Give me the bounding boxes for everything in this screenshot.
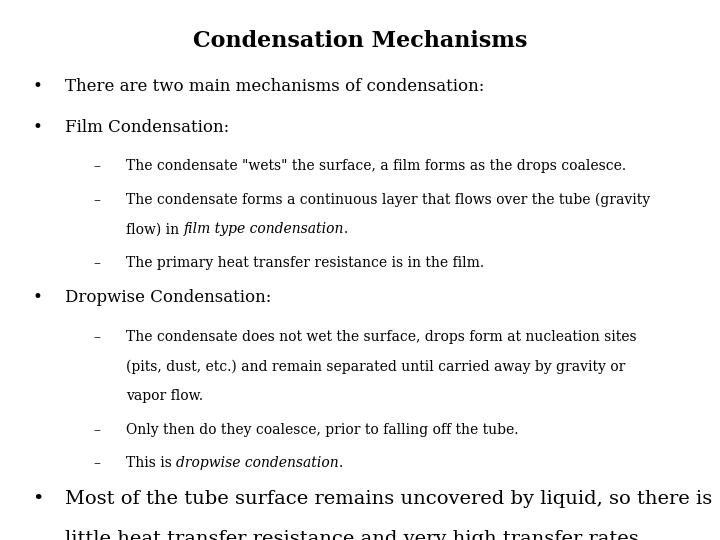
Text: –: – [94,159,101,173]
Text: Most of the tube surface remains uncovered by liquid, so there is: Most of the tube surface remains uncover… [65,490,712,508]
Text: flow) in: flow) in [126,222,184,237]
Text: .: . [339,456,343,470]
Text: dropwise condensation: dropwise condensation [176,456,339,470]
Text: •: • [32,490,44,508]
Text: (pits, dust, etc.) and remain separated until carried away by gravity or: (pits, dust, etc.) and remain separated … [126,360,626,374]
Text: The condensate "wets" the surface, a film forms as the drops coalesce.: The condensate "wets" the surface, a fil… [126,159,626,173]
Text: –: – [94,456,101,470]
Text: Film Condensation:: Film Condensation: [65,119,229,136]
Text: –: – [94,330,101,344]
Text: little heat transfer resistance and very high transfer rates.: little heat transfer resistance and very… [65,530,645,540]
Text: The condensate does not wet the surface, drops form at nucleation sites: The condensate does not wet the surface,… [126,330,636,344]
Text: •: • [32,119,42,136]
Text: Only then do they coalesce, prior to falling off the tube.: Only then do they coalesce, prior to fal… [126,423,518,437]
Text: The primary heat transfer resistance is in the film.: The primary heat transfer resistance is … [126,256,484,270]
Text: –: – [94,193,101,207]
Text: •: • [32,78,42,95]
Text: –: – [94,423,101,437]
Text: •: • [32,289,42,306]
Text: vapor flow.: vapor flow. [126,389,203,403]
Text: There are two main mechanisms of condensation:: There are two main mechanisms of condens… [65,78,484,95]
Text: Dropwise Condensation:: Dropwise Condensation: [65,289,271,306]
Text: Condensation Mechanisms: Condensation Mechanisms [193,30,527,52]
Text: –: – [94,256,101,270]
Text: .: . [344,222,348,237]
Text: This is: This is [126,456,176,470]
Text: film type condensation: film type condensation [184,222,344,237]
Text: The condensate forms a continuous layer that flows over the tube (gravity: The condensate forms a continuous layer … [126,193,650,207]
